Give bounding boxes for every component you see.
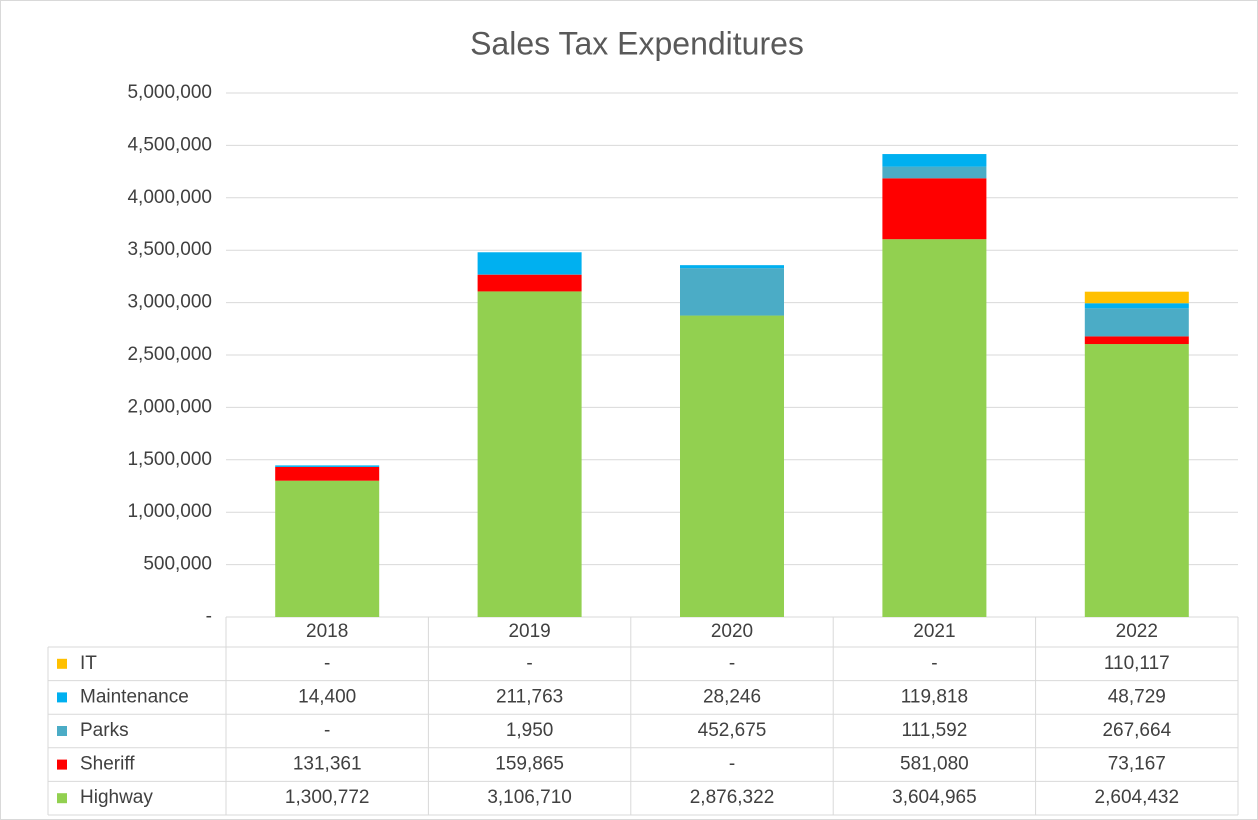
bar-segment xyxy=(275,465,380,467)
y-tick-label: 2,500,000 xyxy=(127,344,212,365)
bar-segment xyxy=(1084,336,1189,345)
legend-key xyxy=(57,793,67,804)
legend-label: Sheriff xyxy=(80,754,135,775)
bar-segment xyxy=(882,178,987,240)
y-tick-label: 3,000,000 xyxy=(127,292,212,313)
legend-label: Parks xyxy=(80,720,129,741)
y-tick-label: - xyxy=(206,606,212,627)
x-tick-label: 2020 xyxy=(711,621,753,642)
y-tick-label: 5,000,000 xyxy=(127,82,212,103)
bar-segment xyxy=(477,252,582,275)
legend-key xyxy=(57,726,67,736)
y-tick-label: 4,500,000 xyxy=(127,134,212,155)
table-value: 14,400 xyxy=(298,686,356,707)
y-tick-label: 1,500,000 xyxy=(127,449,212,470)
y-tick-label: 1,000,000 xyxy=(127,501,212,522)
table-value: - xyxy=(324,653,330,674)
legend-key xyxy=(57,692,67,703)
x-tick-label: 2019 xyxy=(508,621,550,642)
chart-title: Sales Tax Expenditures xyxy=(470,25,804,61)
y-tick-label: 3,500,000 xyxy=(127,239,212,260)
table-value: 119,818 xyxy=(901,686,968,707)
x-tick-label: 2022 xyxy=(1116,621,1158,642)
table-value: 267,664 xyxy=(1102,720,1171,741)
table-value: 110,117 xyxy=(1104,653,1170,674)
x-tick-label: 2021 xyxy=(913,621,955,642)
bar-segment xyxy=(1084,303,1189,309)
bar-segment xyxy=(275,466,380,481)
y-tick-label: 500,000 xyxy=(143,554,212,575)
bar-segment xyxy=(882,239,987,618)
legend-label: Highway xyxy=(80,787,153,808)
table-value: 111,592 xyxy=(901,720,967,741)
bar-segment xyxy=(882,154,987,167)
table-value: - xyxy=(324,720,330,741)
table-value: 452,675 xyxy=(698,720,767,741)
table-value: - xyxy=(729,653,735,674)
bar-segment xyxy=(477,291,582,617)
table-value: 581,080 xyxy=(900,754,969,775)
table-value: 131,361 xyxy=(293,754,362,775)
bar-segment xyxy=(1084,308,1189,337)
bar-segment xyxy=(1084,344,1189,617)
table-value: 73,167 xyxy=(1108,754,1166,775)
bar-segment xyxy=(680,265,784,269)
table-value: - xyxy=(729,754,735,775)
legend-key xyxy=(57,759,67,770)
bar-segment xyxy=(680,315,784,617)
legend-key xyxy=(57,658,67,669)
table-value: - xyxy=(526,653,532,674)
legend-label: IT xyxy=(80,653,97,674)
table-value: 159,865 xyxy=(495,754,564,775)
y-tick-label: 4,000,000 xyxy=(127,187,212,208)
table-value: 48,729 xyxy=(1108,686,1166,707)
y-tick-label: 2,000,000 xyxy=(127,396,212,417)
table-value: 1,300,772 xyxy=(285,787,370,808)
bar-segment xyxy=(882,166,987,179)
bar-segment xyxy=(680,268,784,316)
legend-label: Maintenance xyxy=(80,686,189,707)
table-value: - xyxy=(931,653,937,674)
table-value: 3,604,965 xyxy=(892,787,977,808)
table-value: 3,106,710 xyxy=(487,787,572,808)
table-value: 28,246 xyxy=(703,686,761,707)
table-value: 1,950 xyxy=(506,720,554,741)
table-value: 2,876,322 xyxy=(690,787,775,808)
bar-segment xyxy=(477,274,582,292)
bar-segment xyxy=(1084,291,1189,304)
x-tick-label: 2018 xyxy=(306,621,348,642)
table-value: 211,763 xyxy=(496,686,563,707)
bar-segment xyxy=(275,480,380,617)
table-value: 2,604,432 xyxy=(1095,787,1180,808)
